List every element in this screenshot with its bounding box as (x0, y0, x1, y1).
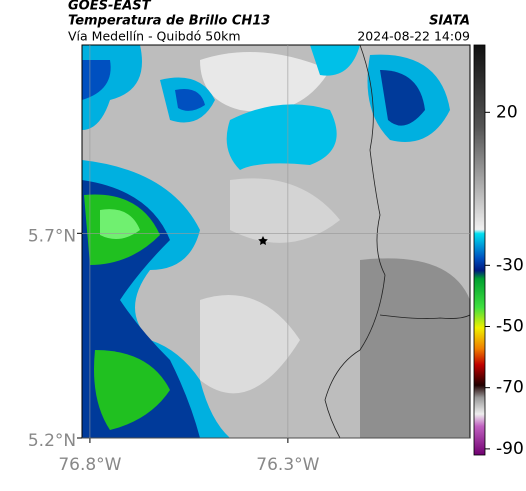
colorbar-tick-label: -30 (496, 255, 524, 275)
satellite-image (82, 45, 470, 438)
source: SIATA (429, 14, 470, 29)
subtitle: Temperatura de Brillo CH13 (68, 14, 270, 29)
location-marker (258, 236, 268, 245)
colorbar-tick-label: 20 (496, 102, 518, 122)
colorbar-tick-label: -50 (496, 316, 524, 336)
title: GOES-EAST (68, 0, 152, 14)
colorbar-tick-label: -70 (496, 378, 524, 398)
colorbar (473, 44, 486, 456)
y-tick-label: 5.7°N (28, 226, 76, 246)
x-tick-label: 76.3°W (256, 455, 319, 475)
y-tick-label: 5.2°N (28, 431, 76, 451)
datetime: 2024-08-22 14:09 (357, 29, 470, 44)
colorbar-tick-label: -90 (496, 439, 524, 459)
x-tick-label: 76.8°W (58, 455, 121, 475)
region: Vía Medellín - Quibdó 50km (68, 29, 241, 44)
